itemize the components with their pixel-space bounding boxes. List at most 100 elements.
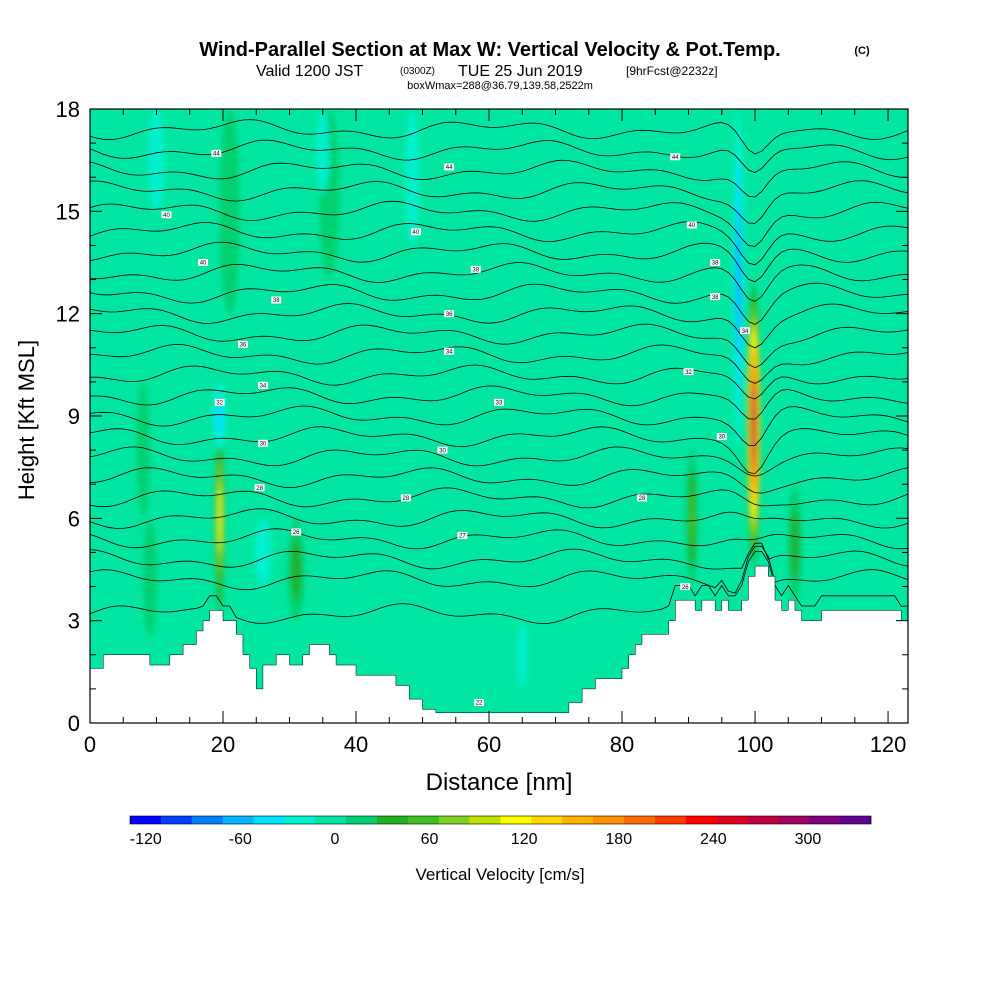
theta-contour [90,364,908,400]
contour-label: 26 [293,530,300,536]
contour-label-bg [410,228,421,236]
theta-contour [90,343,908,384]
theta-contour [90,303,908,349]
x-axis: 0 20 40 60 80 100 120 [84,109,907,757]
y-tick-label: 6 [68,506,80,531]
copyright-mark: (C) [854,45,870,57]
colorbar-swatch [531,816,563,824]
theta-contour [90,405,908,446]
updraft-column [751,381,756,469]
y-tick-label: 3 [68,609,80,634]
contour-label-bg [686,221,697,229]
contour-label: 40 [689,223,696,229]
contour-label-bg [444,347,455,355]
updraft-column [689,489,695,548]
contour-label-bg [457,531,468,539]
contour-label-bg [470,265,481,273]
theta-contour [90,221,908,266]
colorbar-swatch [191,816,223,824]
downdraft-column [736,206,741,353]
contour-label-bg [254,484,265,492]
colorbar-swatch [130,816,162,824]
colorbar-swatch [778,816,810,824]
chart-title: Wind-Parallel Section at Max W: Vertical… [199,39,780,61]
colorbar-swatch [809,816,841,824]
theta-contour [90,467,908,494]
theta-contour [90,139,908,173]
colorbar [129,815,872,825]
theta-contour [90,508,908,529]
contour-label-bg [710,293,721,301]
updraft-column [143,518,157,638]
downdraft-column [148,109,165,212]
box-wmax-info: boxWmax=288@36.79,139.58,2522m [407,80,593,92]
contour-label: 40 [200,261,207,267]
plot-area: 44 40 40 38 36 34 32 30 28 26 44 40 38 36 34 33 30 28 27 44… [90,109,908,723]
colorbar-swatch [284,816,316,824]
y-tick-label: 15 [56,199,80,224]
x-tick-label: 40 [344,732,368,757]
contour-label-bg [740,327,751,335]
theta-contour [90,426,908,475]
contour-label: 30 [718,435,725,441]
theta-contour [90,119,908,155]
forecast-info: [9hrFcst@2232z] [626,64,718,78]
contour-label: 34 [446,349,453,355]
colorbar-swatch [160,816,193,824]
contour-label: 27 [459,534,466,540]
colorbar-tick-label: 240 [700,831,727,848]
colorbar-swatch [253,816,285,824]
contour-label: 40 [163,213,170,219]
contour-label: 34 [742,329,749,335]
contour-label: 28 [403,496,410,502]
updraft-column [291,538,302,601]
theta-contour [90,323,908,369]
colorbar-tick-label: 60 [421,831,439,848]
contour-label-bg [257,439,268,447]
updraft-column [136,381,150,519]
contour-label: 38 [273,298,280,304]
colorbar-frame [129,815,872,825]
contour-label: 32 [685,370,692,376]
colorbar-tick-label: 180 [605,831,632,848]
theta-contour-labels: 44 40 40 38 36 34 32 30 28 26 44 40 38 36 34 33 30 28 27 44… [161,149,751,707]
downdraft-column [517,620,528,689]
x-tick-label: 20 [211,732,235,757]
colorbar-swatch [407,816,440,824]
contour-label-bg [214,398,225,406]
y-tick-label: 12 [56,302,80,327]
x-tick-label: 60 [477,732,501,757]
colorbar-swatch [346,816,378,824]
colorbar-tick-label: -60 [229,831,252,848]
theta-contours [90,119,908,625]
contour-label-bg [716,432,727,440]
theta-contour [90,545,908,594]
x-tick-label: 100 [737,732,774,757]
contour-label: 44 [446,165,453,171]
colorbar-tick-label: -120 [130,831,162,848]
contour-label: 38 [472,268,479,274]
colorbar-swatch [377,816,409,824]
theta-contour [90,159,908,198]
colorbar-label: Vertical Velocity [cm/s] [415,865,584,884]
contour-label: 44 [672,155,679,161]
contour-label: 22 [476,701,483,707]
contour-label: 38 [712,261,719,267]
colorbar-swatch [438,816,470,824]
contour-label-bg [291,528,302,536]
contour-label-bg [437,446,448,454]
x-tick-label: 120 [870,732,907,757]
y-tick-label: 9 [68,404,80,429]
contour-label: 30 [439,448,446,454]
colorbar-swatch [747,816,779,824]
theta-contour [90,542,908,570]
contour-label-bg [271,296,282,304]
contour-label: 40 [413,230,420,236]
y-tick-label: 0 [68,711,80,736]
valid-time-line: Valid 1200 JST (0300Z) TUE 25 Jun 2019 [… [256,63,718,80]
contour-label-bg [670,153,681,161]
colorbar-swatch [500,816,532,824]
colorbar-swatch [685,816,717,824]
